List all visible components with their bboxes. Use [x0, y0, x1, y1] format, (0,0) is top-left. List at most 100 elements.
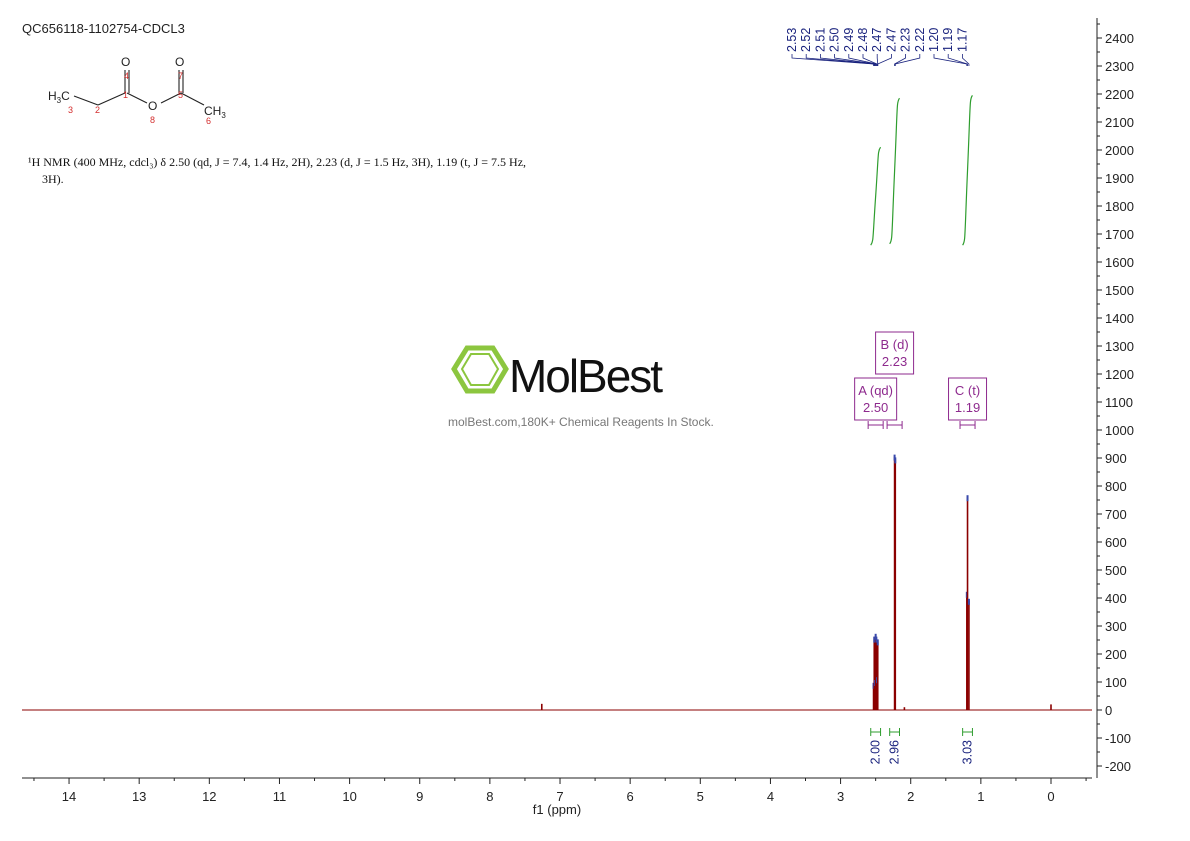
- y-tick-label: 2100: [1105, 115, 1134, 130]
- peak-label-leader: [947, 54, 968, 66]
- x-tick-label: 2: [907, 789, 914, 804]
- y-tick-label: 1000: [1105, 423, 1134, 438]
- x-tick-label: 4: [767, 789, 774, 804]
- y-tick-label: 700: [1105, 507, 1127, 522]
- multiplet-box: [854, 377, 898, 421]
- integral-value: 2.96: [888, 740, 902, 764]
- peak-label: 2.53: [785, 28, 799, 52]
- atom-number-6: 6: [206, 116, 211, 126]
- peak-label-leader: [791, 54, 874, 66]
- peak-label-leader: [820, 54, 876, 66]
- x-tick-label: 9: [416, 789, 423, 804]
- plot-frame: [22, 18, 1098, 779]
- peak-label: 1.20: [927, 28, 941, 52]
- atom-number-4: 4: [124, 71, 129, 81]
- y-tick-label: 900: [1105, 451, 1127, 466]
- y-tick-label: 1400: [1105, 311, 1134, 326]
- multiplet-shift: 1.19: [955, 400, 980, 415]
- multiplet-annotations: A (qd) 2.50 B (d) 2.23 C (t) 1.19: [854, 331, 988, 429]
- y-tick-label: 600: [1105, 535, 1127, 550]
- atom-number-5: 5: [178, 90, 183, 100]
- peak-label: 2.51: [813, 28, 827, 52]
- x-tick-label: 10: [342, 789, 356, 804]
- benzene-logo-icon: [451, 345, 509, 394]
- peak-label: 2.52: [799, 28, 813, 52]
- watermark-brand: MolBest: [509, 350, 663, 402]
- x-tick-label: 13: [132, 789, 146, 804]
- peak-label: 2.23: [899, 28, 913, 52]
- x-tick-label: 8: [486, 789, 493, 804]
- atom-number-2: 2: [95, 105, 100, 115]
- y-tick-label: 1800: [1105, 199, 1134, 214]
- y-tick-label: 2000: [1105, 143, 1134, 158]
- y-tick-label: 2200: [1105, 87, 1134, 102]
- y-tick-label: 1500: [1105, 283, 1134, 298]
- atom-number-1: 1: [123, 90, 128, 100]
- molecule-structure: H3C O O O CH3 3 2 1 4 8 5 7 6: [48, 55, 226, 126]
- x-tick-label: 6: [627, 789, 634, 804]
- multiplet-box: [875, 331, 915, 375]
- y-tick-label: 100: [1105, 675, 1127, 690]
- integral-value: 2.00: [869, 740, 883, 764]
- atom-methyl-right: CH3: [204, 104, 226, 120]
- atom-number-7: 7: [178, 71, 183, 81]
- peak-label: 1.19: [941, 28, 955, 52]
- peak-label-leader: [894, 54, 921, 66]
- peak-label: 2.50: [828, 28, 842, 52]
- y-tick-label: 200: [1105, 647, 1127, 662]
- multiplet-name: C (t): [955, 383, 980, 398]
- peak-label: 2.48: [856, 28, 870, 52]
- y-tick-label: 300: [1105, 619, 1127, 634]
- y-tick-label: -100: [1105, 731, 1131, 746]
- x-tick-label: 5: [697, 789, 704, 804]
- multiplet-name: A (qd): [858, 383, 893, 398]
- peak-label-leader: [834, 54, 877, 66]
- y-tick-label: 400: [1105, 591, 1127, 606]
- multiplet-shift: 2.50: [863, 400, 888, 415]
- integral-value: 3.03: [961, 740, 975, 764]
- peak-label-leader: [805, 54, 875, 66]
- peak-label-leader: [962, 54, 970, 66]
- atom-number-3: 3: [68, 105, 73, 115]
- nmr-description-line-2: 3H).: [42, 172, 64, 186]
- sample-id: QC656118-1102754-CDCL3: [22, 21, 185, 36]
- y-tick-label: -200: [1105, 759, 1131, 774]
- atom-carbonyl-o-2: O: [175, 55, 184, 69]
- atom-carbonyl-o-1: O: [121, 55, 130, 69]
- y-tick-label: 1900: [1105, 171, 1134, 186]
- x-tick-label: 3: [837, 789, 844, 804]
- multiplet-name: B (d): [881, 337, 909, 352]
- y-tick-label: 2400: [1105, 31, 1134, 46]
- integral-curve: [889, 97, 900, 245]
- y-tick-label: 1300: [1105, 339, 1134, 354]
- peak-label-leader: [894, 54, 906, 66]
- x-tick-label: 12: [202, 789, 216, 804]
- x-tick-label: 14: [62, 789, 76, 804]
- integral-curves: [870, 95, 973, 246]
- peak-label: 2.47: [870, 28, 884, 52]
- peak-label-leader: [862, 54, 878, 66]
- atom-ester-o: O: [148, 99, 157, 113]
- atom-methyl-left: H3C: [48, 89, 70, 105]
- y-tick-label: 2300: [1105, 59, 1134, 74]
- peak-label: 1.17: [955, 28, 969, 52]
- peak-label-leader: [848, 54, 877, 66]
- multiplet-shift: 2.23: [882, 354, 907, 369]
- integral-values: 2.00 2.96 3.03: [869, 728, 975, 764]
- molbest-watermark: MolBest molBest.com,180K+ Chemical Reage…: [448, 345, 714, 429]
- integral-curve: [870, 146, 882, 246]
- y-tick-label: 1200: [1105, 367, 1134, 382]
- peak-label-leader: [877, 54, 892, 66]
- y-tick-label: 800: [1105, 479, 1127, 494]
- y-tick-label: 1600: [1105, 255, 1134, 270]
- x-tick-label: 7: [556, 789, 563, 804]
- integral-curve: [962, 95, 973, 246]
- y-tick-label: 500: [1105, 563, 1127, 578]
- peak-label: 2.49: [842, 28, 856, 52]
- multiplet-box: [948, 377, 988, 421]
- peak-label: 2.22: [913, 28, 927, 52]
- atom-number-8: 8: [150, 115, 155, 125]
- x-axis: 14 13 12 11 10 9 8 7 6 5 4 3 2 1 0: [33, 778, 1087, 804]
- nmr-description-line-1: ¹H NMR (400 MHz, cdcl₃) δ 2.50 (qd, J = …: [28, 155, 526, 169]
